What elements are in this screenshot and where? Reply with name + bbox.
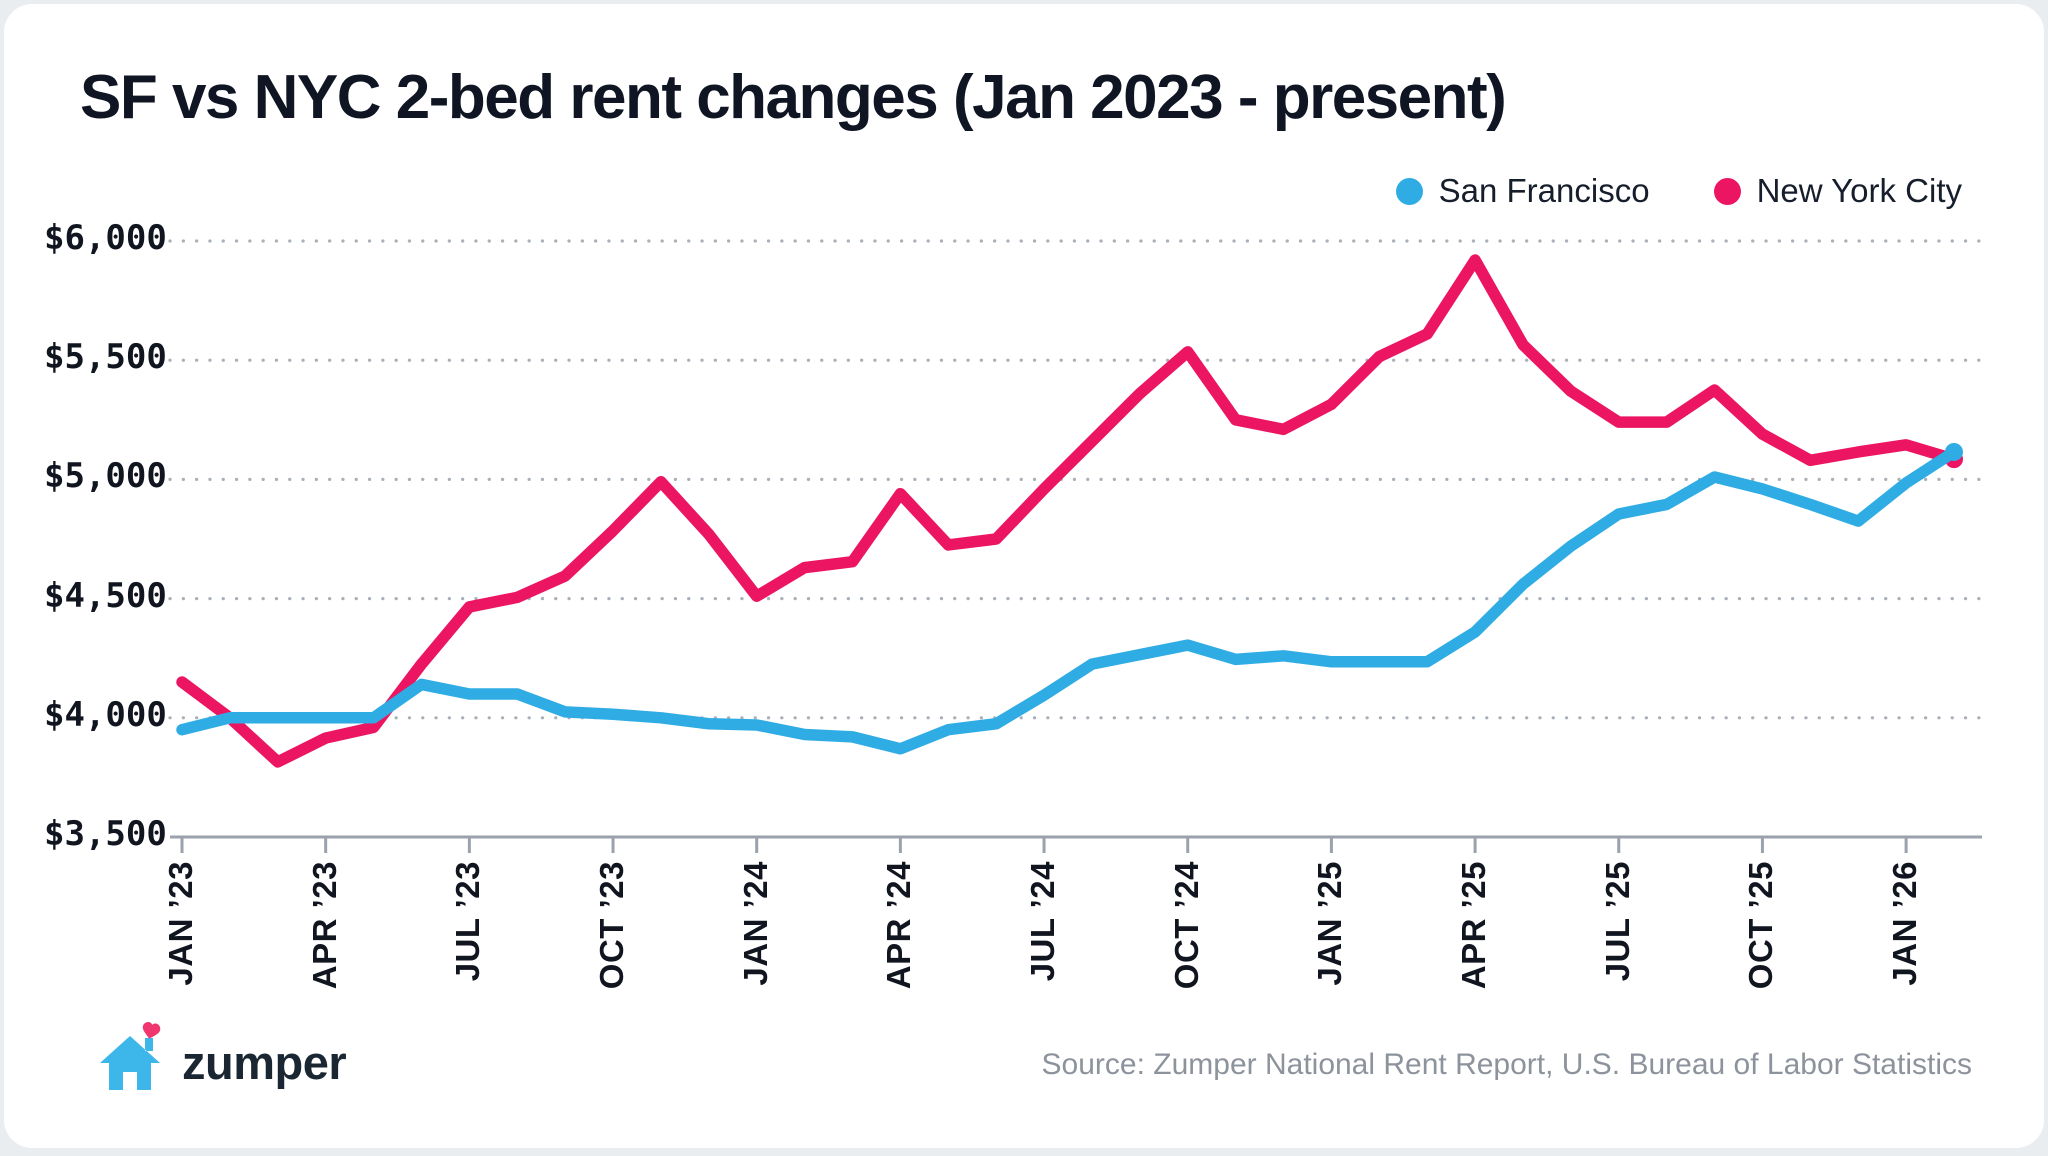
legend-item-san-francisco: San Francisco	[1395, 172, 1650, 210]
x-tick-label: APR ’23	[305, 861, 343, 990]
y-tick-label: $5,000	[44, 456, 167, 497]
x-tick-label: JAN ’24	[736, 861, 774, 986]
y-tick-label: $3,500	[44, 814, 167, 854]
chart-card: SF vs NYC 2-bed rent changes (Jan 2023 -…	[4, 4, 2044, 1148]
x-tick-label: OCT ’23	[593, 861, 631, 990]
y-tick-label: $4,000	[44, 694, 167, 735]
x-tick-label: JAN ’25	[1311, 861, 1349, 986]
y-tick-label: $6,000	[44, 218, 167, 258]
x-tick-label: OCT ’24	[1167, 861, 1205, 990]
x-tick-label: JAN ’23	[162, 861, 199, 986]
x-tick-label: OCT ’25	[1742, 861, 1780, 990]
x-tick-label: JUL ’24	[1024, 861, 1062, 982]
rent-line-chart	[168, 239, 1984, 853]
source-attribution: Source: Zumper National Rent Report, U.S…	[1041, 1048, 1972, 1081]
heart-icon	[142, 1022, 161, 1039]
page-title: SF vs NYC 2-bed rent changes (Jan 2023 -…	[80, 63, 1507, 132]
legend-item-new-york-city: New York City	[1713, 172, 1962, 210]
new-york-city-dot-icon	[1713, 177, 1741, 205]
zumper-logo: zumper	[96, 1020, 347, 1094]
y-tick-label: $4,500	[44, 575, 167, 616]
zumper-logo-text: zumper	[182, 1035, 347, 1089]
zumper-house-icon	[100, 1022, 161, 1090]
legend-label-san-francisco: San Francisco	[1438, 172, 1650, 209]
x-tick-label: APR ’25	[1455, 861, 1493, 990]
san-francisco-dot-icon	[1395, 177, 1423, 205]
y-tick-label: $5,500	[44, 337, 167, 378]
legend-label-new-york-city: New York City	[1756, 172, 1962, 209]
x-tick-label: JUL ’25	[1598, 861, 1636, 982]
x-tick-label: APR ’24	[880, 861, 918, 990]
x-tick-label: JUL ’23	[449, 861, 487, 982]
x-tick-label: JAN ’26	[1886, 861, 1924, 986]
chart-legend: San Francisco New York City	[1395, 172, 1962, 210]
